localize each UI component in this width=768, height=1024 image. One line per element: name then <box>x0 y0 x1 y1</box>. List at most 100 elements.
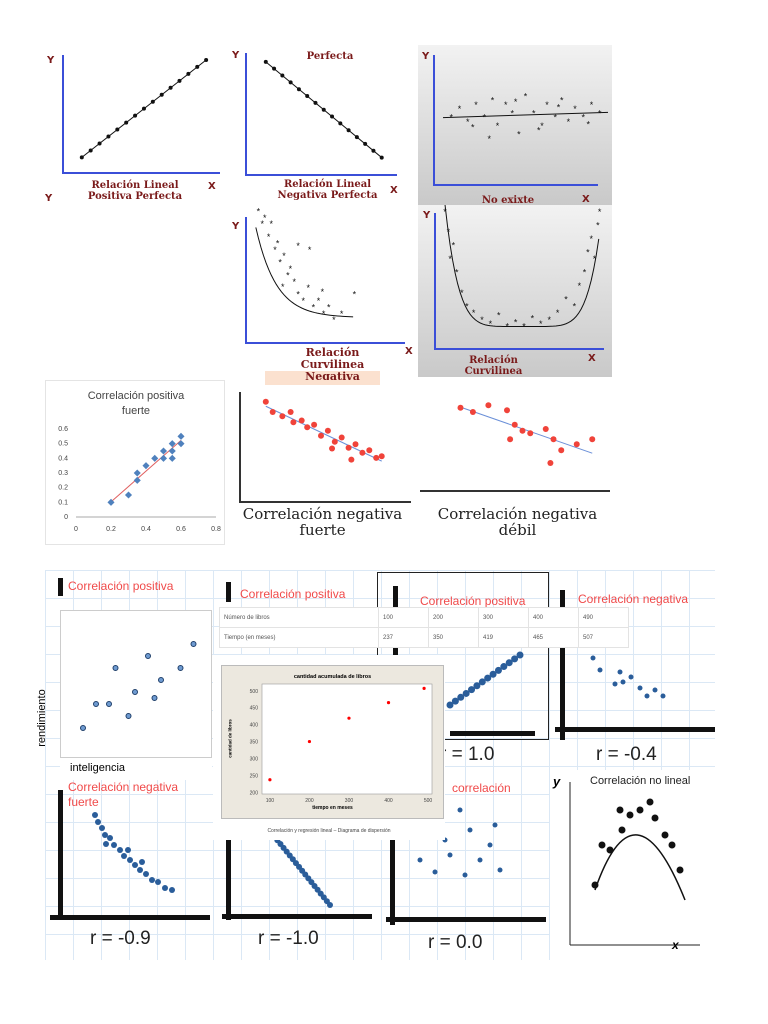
y-tick-label: 200 <box>250 790 259 796</box>
data-point <box>124 120 129 125</box>
y-axis <box>245 53 247 175</box>
data-point <box>279 413 286 420</box>
panel-negativa-debil: Correlación negativa débil <box>420 380 615 545</box>
data-point <box>186 71 191 76</box>
y-axis-label: Y <box>47 55 55 66</box>
data-point <box>133 113 138 118</box>
table-row: Número de libros 100 200 300 400 490 <box>219 607 629 628</box>
data-point <box>507 436 514 443</box>
data-point: * <box>514 317 518 327</box>
data-point <box>478 678 486 686</box>
data-point <box>462 872 468 878</box>
data-point <box>527 430 534 437</box>
data-point: * <box>556 308 560 318</box>
x-label: tiempo en meses <box>312 805 353 811</box>
caption: Relación Lineal Positiva Perfecta <box>87 180 183 202</box>
data-point <box>346 128 351 133</box>
data-point: * <box>466 117 470 127</box>
data-point <box>141 106 146 111</box>
data-point <box>620 679 626 685</box>
data-point <box>142 462 150 470</box>
caption: No exixte relación <box>481 195 535 205</box>
x-tick-label: 300 <box>345 798 354 804</box>
data-point <box>155 879 161 885</box>
data-point <box>168 447 176 455</box>
data-point <box>636 806 644 814</box>
tile-title-negativa-fuerte: Correlación negativa fuerte <box>68 780 179 809</box>
data-point <box>511 655 519 663</box>
data-point <box>668 841 676 849</box>
data-point: * <box>263 213 267 223</box>
data-point <box>272 66 277 71</box>
data-point <box>269 409 276 415</box>
data-point <box>111 842 117 848</box>
tile-title-positiva-3: Correlación positiva <box>420 594 526 608</box>
cell: 350 <box>428 627 479 648</box>
data-point <box>379 155 384 160</box>
data-point: * <box>317 296 321 306</box>
data-point <box>159 454 168 462</box>
data-point: * <box>578 281 582 291</box>
data-point <box>132 689 138 695</box>
data-point <box>106 134 111 139</box>
data-point: * <box>522 322 526 332</box>
data-point <box>168 454 176 462</box>
data-point: * <box>472 308 476 318</box>
data-point <box>516 651 524 659</box>
data-point: * <box>564 295 568 305</box>
data-point <box>88 148 93 153</box>
data-point: * <box>480 315 484 325</box>
data-point: * <box>598 207 602 217</box>
chart-positiva-fuerte: 0 0.2 0.4 0.6 0.8 0 0.1 0.2 0.3 0.4 0.5 0.6 <box>58 426 221 533</box>
data-point <box>652 687 658 693</box>
data-point <box>487 842 493 848</box>
data-point: * <box>487 134 491 144</box>
data-point: * <box>586 119 590 129</box>
data-point: * <box>586 247 590 257</box>
data-point: * <box>589 234 593 244</box>
caption: Correlación negativa débil <box>437 505 598 539</box>
data-point: * <box>448 254 452 264</box>
data-point: * <box>531 313 535 323</box>
data-point: * <box>276 238 280 248</box>
data-point <box>158 677 164 683</box>
data-point: * <box>278 258 282 268</box>
data-point <box>169 887 175 893</box>
tile-title-sin-correlacion: correlación <box>452 781 511 795</box>
cell: 200 <box>428 607 479 628</box>
data-point <box>354 135 359 140</box>
axis-bar <box>555 727 715 732</box>
data-point <box>591 881 599 889</box>
panel-lineal-positiva: Y Relación Lineal Positiva Perfecta X Y <box>45 45 223 205</box>
axis-bar <box>58 578 63 596</box>
data-point <box>547 460 554 466</box>
data-point <box>107 498 115 506</box>
data-point: * <box>474 100 478 110</box>
data-point <box>457 404 464 411</box>
row-label: Número de libros <box>219 607 379 628</box>
axis-bar <box>390 820 395 925</box>
data-point <box>363 141 368 146</box>
data-point: * <box>511 108 515 118</box>
data-point: * <box>327 302 331 312</box>
data-point <box>124 491 133 499</box>
y-tick-label: 350 <box>250 740 259 746</box>
data-point: * <box>547 315 551 325</box>
x-tick-label: 0.4 <box>141 526 151 533</box>
chart-no-lineal <box>569 782 700 946</box>
data-point: * <box>590 100 594 110</box>
data-point <box>617 669 623 675</box>
data-point <box>97 141 102 146</box>
data-point <box>352 441 359 448</box>
axis-bar <box>560 590 565 740</box>
data-point: * <box>557 102 561 112</box>
caption: Relación Lineal Negativa Perfecta <box>277 179 378 201</box>
cell: 100 <box>378 607 429 628</box>
data-point: * <box>505 322 509 332</box>
data-point <box>573 441 580 448</box>
y-label: y <box>553 774 561 789</box>
y-axis <box>245 217 247 343</box>
y-axis <box>62 55 64 173</box>
chart-lineal-negativa <box>263 59 384 160</box>
data-point <box>462 689 470 697</box>
